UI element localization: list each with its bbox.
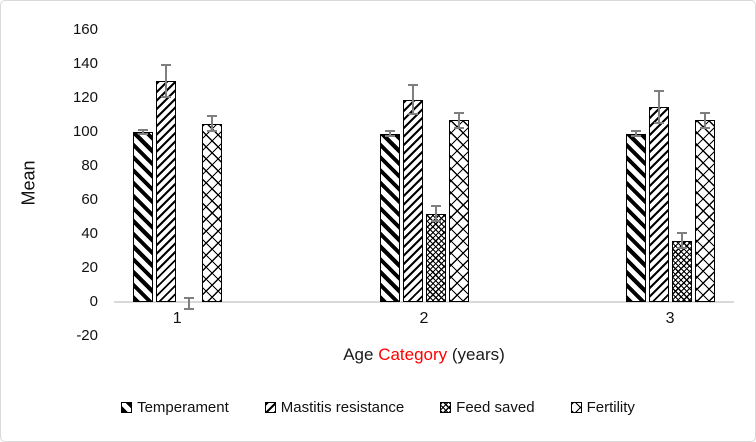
bar xyxy=(155,81,176,302)
legend-item: Feed saved xyxy=(440,399,535,416)
bar xyxy=(201,123,222,302)
error-bar xyxy=(630,130,641,138)
y-tick-label: 40 xyxy=(81,225,98,242)
error-bar-stem xyxy=(434,205,437,223)
y-axis-title: Mean xyxy=(18,160,39,206)
x-axis-title-part: (years) xyxy=(447,345,505,364)
error-bar xyxy=(699,111,710,129)
x-tick-label: 2 xyxy=(419,310,429,327)
bar xyxy=(694,120,715,302)
axis-baseline xyxy=(114,301,734,303)
x-axis-title: Age Category (years) xyxy=(114,345,734,365)
error-bar-stem xyxy=(164,64,167,98)
legend: Temperament Mastitis resistance Feed saved… xyxy=(1,399,755,416)
y-tick-label: 100 xyxy=(72,123,98,140)
y-tick-label: 140 xyxy=(72,55,98,72)
error-bar xyxy=(384,130,395,138)
bar xyxy=(648,106,669,302)
bar xyxy=(132,132,153,302)
legend-item: Mastitis resistance xyxy=(264,399,405,416)
x-axis-title-part: Age xyxy=(343,345,379,364)
legend-swatch-open-diamond-icon xyxy=(570,402,582,413)
y-tick-label: 120 xyxy=(72,89,98,106)
legend-item: Temperament xyxy=(121,399,229,416)
error-bar-stem xyxy=(703,111,706,129)
y-tick-label: -20 xyxy=(76,327,98,344)
x-axis-title-part: Category xyxy=(378,345,448,364)
x-tick-label: 1 xyxy=(172,310,182,327)
error-bar xyxy=(160,64,171,98)
legend-swatch-diagonal-up-thin-icon xyxy=(264,402,276,413)
y-tick-label: 160 xyxy=(72,21,98,38)
legend-item: Fertility xyxy=(570,399,635,416)
error-bar-stem xyxy=(657,89,660,124)
error-bar-stem xyxy=(187,296,190,311)
error-bar xyxy=(676,232,687,250)
legend-label: Fertility xyxy=(586,399,635,416)
error-bar-stem xyxy=(411,84,414,115)
legend-label: Temperament xyxy=(137,399,229,416)
bar xyxy=(402,99,423,302)
error-bar-stem xyxy=(210,115,213,132)
bar xyxy=(448,120,469,302)
error-bar xyxy=(453,111,464,129)
error-bar-stem xyxy=(634,130,637,138)
legend-label: Mastitis resistance xyxy=(280,399,405,416)
y-tick-label: 0 xyxy=(89,293,98,310)
error-bar-stem xyxy=(141,128,144,136)
legend-label: Feed saved xyxy=(456,399,535,416)
error-bar-stem xyxy=(457,111,460,129)
error-bar-stem xyxy=(680,232,683,250)
y-tick-label: 60 xyxy=(81,191,98,208)
error-bar-stem xyxy=(388,130,391,138)
y-tick-label: 20 xyxy=(81,259,98,276)
bar xyxy=(671,240,692,302)
error-bar xyxy=(653,89,664,124)
bar xyxy=(625,133,646,302)
x-tick-label: 3 xyxy=(665,310,675,327)
y-tick-label: 80 xyxy=(81,157,98,174)
error-bar xyxy=(137,128,148,136)
error-bar xyxy=(430,205,441,223)
error-bar xyxy=(183,296,194,311)
bar xyxy=(425,213,446,302)
error-bar xyxy=(407,84,418,115)
legend-swatch-dense-diamond-icon xyxy=(440,402,452,413)
legend-swatch-diagonal-down-wide-icon xyxy=(121,402,133,413)
error-bar xyxy=(206,115,217,132)
bar xyxy=(379,133,400,302)
